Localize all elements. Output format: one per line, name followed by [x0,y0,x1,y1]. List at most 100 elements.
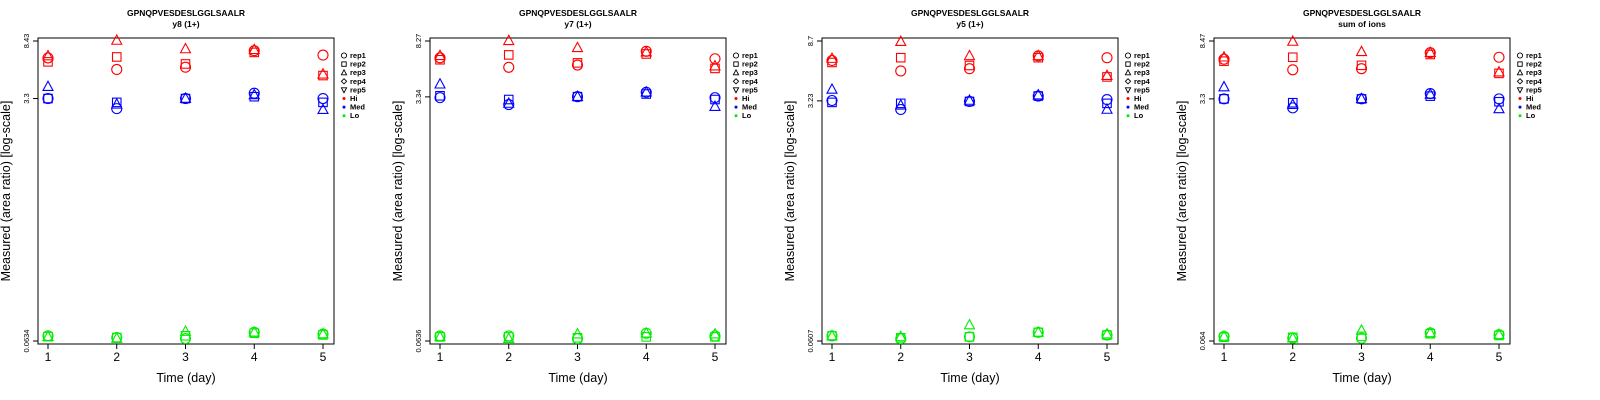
data-point-med [571,90,584,101]
legend-label: rep4 [350,77,367,86]
data-point-hi [826,51,838,63]
x-tick-label: 5 [712,350,719,364]
legend-symbol-rep4 [732,78,740,85]
data-point-hi [1218,50,1230,62]
data-point-med [1032,90,1044,102]
legend-label: rep4 [742,77,759,86]
y-tick-label: 8.47 [1198,34,1207,49]
chart-title: GPNQPVESDESLGGLSAALR [127,8,245,18]
data-point-hi [571,59,584,71]
y-tick-label: 0.0607 [806,330,815,353]
x-tick-label: 3 [966,350,973,364]
data-point-hi [1355,45,1368,57]
legend-dot-lo [734,114,738,118]
data-point-hi [317,67,329,79]
x-tick-label: 5 [1104,350,1111,364]
legend-label: rep3 [1134,68,1150,77]
legend-dot-med [1126,105,1130,109]
x-tick-label: 5 [320,350,327,364]
data-point-hi [179,42,192,54]
data-point-lo [895,333,906,343]
data-point-hi [180,59,191,69]
data-point-hi [179,61,192,73]
legend-dot-hi [342,97,346,100]
data-point-lo [1493,327,1505,339]
legend-label: Hi [350,94,358,103]
x-axis-label: Time (day) [548,371,607,385]
legend-label: rep3 [1526,68,1542,77]
data-point-hi [42,52,54,64]
chart-title: GPNQPVESDESLGGLSAALR [911,8,1029,18]
y-tick-label: 3.34 [414,90,423,105]
data-point-hi [110,33,123,45]
legend-symbol-rep1 [340,52,348,59]
legend-symbol-rep2 [733,61,739,67]
data-point-hi [571,41,584,53]
data-point-med [894,98,907,110]
data-point-med [179,91,192,103]
legend-dot-med [734,105,738,109]
legend-symbol-rep3 [340,68,348,76]
legend-symbol-rep5 [340,87,348,94]
y-axis-label: Measured (area ratio) [log-scale] [1175,101,1189,282]
data-point-lo [1425,328,1436,339]
data-point-med [110,97,123,109]
legend-symbol-rep2 [1517,61,1523,67]
data-point-med [1425,91,1436,101]
data-point-lo [248,325,261,337]
y-tick-label: 3.3 [22,93,31,103]
data-point-med [1355,92,1368,104]
data-point-med [248,88,261,100]
legend-symbol-rep4 [340,78,348,85]
y-axis-label: Measured (area ratio) [log-scale] [0,101,13,282]
y-tick-label: 3.3 [1198,94,1207,104]
data-point-hi [709,59,721,71]
legend-dot-lo [1126,114,1130,118]
plot-area-frame [1213,37,1511,345]
plot-area-frame [429,37,727,345]
data-point-hi [43,57,53,67]
legend-dot-lo [342,114,346,118]
legend-label: Med [1526,103,1541,112]
legend-label: rep2 [350,60,366,69]
data-point-hi [709,53,721,65]
data-point-lo [434,330,446,342]
legend-label: Lo [350,111,360,120]
data-point-lo [1355,323,1368,335]
data-point-hi [317,49,329,61]
legend-dot-med [1518,105,1522,109]
data-point-hi [111,52,122,62]
data-point-hi [111,63,123,76]
legend-dot-hi [734,97,738,100]
data-point-med [1102,98,1112,109]
data-point-hi [963,63,976,75]
legend-label: rep2 [742,60,758,69]
x-tick-label: 1 [45,350,52,364]
legend-label: Med [742,103,757,112]
data-point-hi [1493,51,1505,63]
legend-label: rep4 [1526,77,1543,86]
legend-symbol-rep3 [1516,68,1524,76]
legend-label: rep3 [742,68,758,77]
data-point-med [1033,91,1044,101]
data-point-hi [1424,46,1437,58]
data-point-hi [894,35,907,46]
data-point-lo [1494,330,1504,341]
data-point-med [1286,98,1299,110]
data-point-lo [179,332,192,345]
legend-label: Med [1134,103,1149,112]
x-tick-label: 3 [1358,350,1365,364]
data-point-hi [1355,63,1368,75]
legend-label: rep2 [1134,60,1150,69]
plot-area-frame [37,37,335,345]
data-point-med [963,95,976,107]
data-point-hi [640,45,653,57]
data-point-med [503,98,515,111]
data-point-med [503,94,514,105]
data-point-med [964,96,975,107]
legend-label: rep5 [350,85,366,94]
x-tick-label: 4 [1035,350,1042,364]
data-point-hi [502,34,515,46]
